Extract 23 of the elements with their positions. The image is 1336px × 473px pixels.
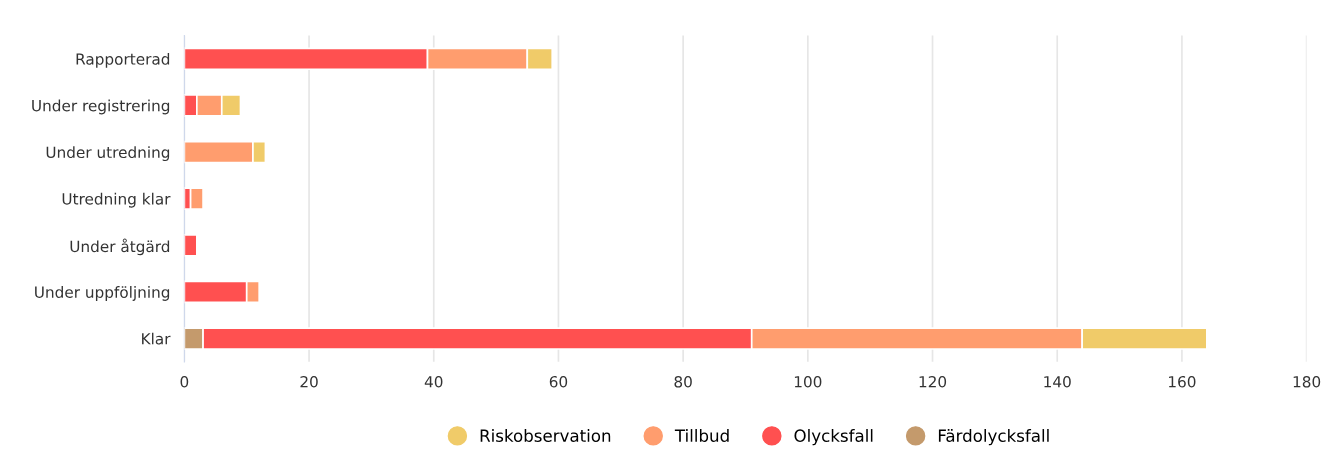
legend-label: Färdolycksfall	[938, 429, 1049, 446]
y-tick-label: Utredning klar	[62, 192, 171, 208]
legend-label: Olycksfall	[794, 429, 873, 446]
x-tick-label: 140	[1044, 376, 1071, 388]
x-tick-label: 80	[674, 376, 692, 388]
x-tick-label: 100	[794, 376, 822, 388]
x-tick-label: 40	[424, 376, 443, 388]
x-tick-label: 120	[919, 376, 947, 388]
y-tick-label: Rapporterad	[76, 52, 170, 68]
x-tick-label: 0	[180, 376, 189, 388]
bar	[189, 187, 204, 210]
y-tick-label: Under åtgärd	[70, 238, 170, 256]
x-tick-label: 180	[1293, 376, 1321, 388]
legend-label: Tillbud	[674, 429, 729, 442]
y-tick-label: Under registrering	[32, 99, 170, 115]
legend-label: Riskobservation	[480, 429, 611, 442]
y-tick-label: Klar	[142, 332, 171, 345]
x-tick-label: 160	[1169, 376, 1196, 388]
bar	[184, 233, 198, 257]
y-tick-label: Under utredning	[46, 146, 170, 162]
x-tick-label: 20	[300, 376, 318, 388]
x-tick-label: 60	[549, 376, 568, 388]
y-tick-label: Under uppföljning	[35, 286, 170, 301]
